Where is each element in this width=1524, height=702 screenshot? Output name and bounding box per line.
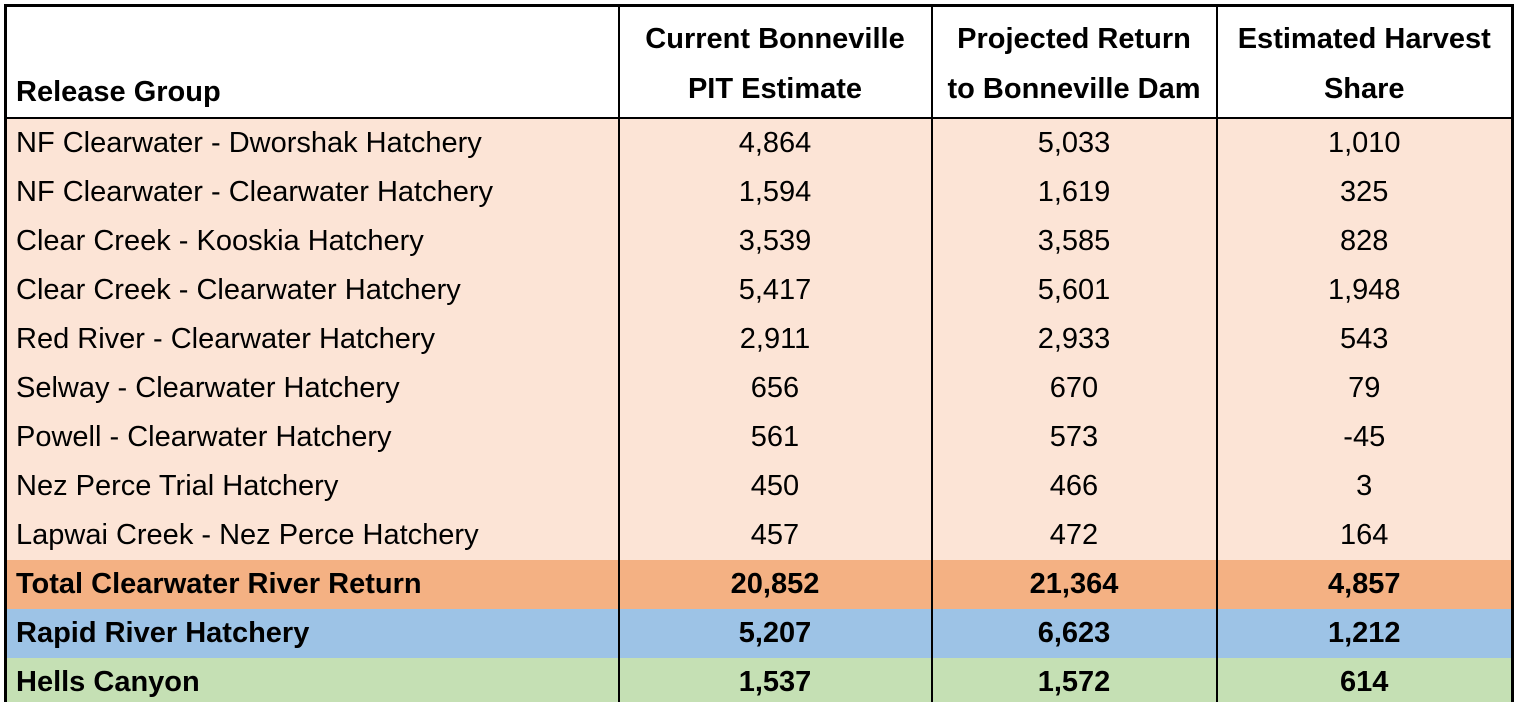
harvest-share-cell: 4,857	[1215, 560, 1513, 609]
projected-return-cell: 472	[930, 511, 1217, 560]
table-header: Release Group Current Bonneville PIT Est…	[5, 5, 1513, 119]
harvest-share-cell: 79	[1215, 364, 1513, 413]
pit-estimate-cell: 3,539	[617, 217, 932, 266]
table-row: Hells Canyon 1,537 1,572 614	[5, 658, 1513, 702]
projected-return-cell: 1,619	[930, 168, 1217, 217]
pit-estimate-cell: 5,207	[617, 609, 932, 658]
pit-estimate-cell: 1,594	[617, 168, 932, 217]
release-group-cell: NF Clearwater - Dworshak Hatchery	[5, 118, 619, 168]
harvest-share-cell: 3	[1215, 462, 1513, 511]
header-row: Release Group Current Bonneville PIT Est…	[5, 5, 1513, 119]
projected-return-cell: 466	[930, 462, 1217, 511]
release-group-cell: Hells Canyon	[5, 658, 619, 702]
pit-estimate-cell: 4,864	[617, 118, 932, 168]
release-group-cell: Powell - Clearwater Hatchery	[5, 413, 619, 462]
pit-estimate-cell: 561	[617, 413, 932, 462]
pit-estimate-cell: 5,417	[617, 266, 932, 315]
table-row: Red River - Clearwater Hatchery 2,911 2,93…	[5, 315, 1513, 364]
header-harvest-line1: Estimated Harvest	[1237, 23, 1491, 55]
table-row: Selway - Clearwater Hatchery 656 670 79	[5, 364, 1513, 413]
hatchery-return-table: Release Group Current Bonneville PIT Est…	[4, 4, 1514, 702]
table-body: NF Clearwater - Dworshak Hatchery 4,864 5,…	[5, 118, 1513, 702]
pit-estimate-cell: 20,852	[617, 560, 932, 609]
release-group-cell: Clear Creek - Kooskia Hatchery	[5, 217, 619, 266]
header-projected-return: Projected Return to Bonneville Dam	[930, 5, 1217, 119]
header-estimated-harvest-share: Estimated Harvest Share	[1215, 5, 1513, 119]
table-row: Powell - Clearwater Hatchery 561 573 -45	[5, 413, 1513, 462]
pit-estimate-cell: 656	[617, 364, 932, 413]
release-group-cell: Clear Creek - Clearwater Hatchery	[5, 266, 619, 315]
table-row: NF Clearwater - Clearwater Hatchery 1,594…	[5, 168, 1513, 217]
harvest-share-cell: 325	[1215, 168, 1513, 217]
projected-return-cell: 21,364	[930, 560, 1217, 609]
projected-return-cell: 1,572	[930, 658, 1217, 702]
table-row: Rapid River Hatchery 5,207 6,623 1,212	[5, 609, 1513, 658]
header-release-group: Release Group	[5, 5, 619, 119]
header-pit-line1: Current Bonneville	[645, 23, 905, 55]
release-group-cell: Rapid River Hatchery	[5, 609, 619, 658]
projected-return-cell: 2,933	[930, 315, 1217, 364]
release-group-cell: Red River - Clearwater Hatchery	[5, 315, 619, 364]
table-row: Nez Perce Trial Hatchery 450 466 3	[5, 462, 1513, 511]
projected-return-cell: 5,033	[930, 118, 1217, 168]
harvest-share-cell: 1,948	[1215, 266, 1513, 315]
table-row: Clear Creek - Clearwater Hatchery 5,417 5,…	[5, 266, 1513, 315]
projected-return-cell: 5,601	[930, 266, 1217, 315]
harvest-share-cell: 1,212	[1215, 609, 1513, 658]
header-pit-line2: PIT Estimate	[687, 73, 863, 105]
pit-estimate-cell: 457	[617, 511, 932, 560]
table-row: Clear Creek - Kooskia Hatchery 3,539 3,585…	[5, 217, 1513, 266]
harvest-share-cell: -45	[1215, 413, 1513, 462]
projected-return-cell: 3,585	[930, 217, 1217, 266]
release-group-cell: Total Clearwater River Return	[5, 560, 619, 609]
header-harvest-line2: Share	[1323, 73, 1405, 105]
release-group-cell: Nez Perce Trial Hatchery	[5, 462, 619, 511]
harvest-share-cell: 828	[1215, 217, 1513, 266]
pit-estimate-cell: 1,537	[617, 658, 932, 702]
table-row: Lapwai Creek - Nez Perce Hatchery 457 472 1…	[5, 511, 1513, 560]
header-release-group-label: Release Group	[16, 76, 221, 108]
harvest-share-cell: 1,010	[1215, 118, 1513, 168]
header-current-bonneville-pit-estimate: Current Bonneville PIT Estimate	[617, 5, 932, 119]
harvest-share-cell: 543	[1215, 315, 1513, 364]
release-group-cell: Lapwai Creek - Nez Perce Hatchery	[5, 511, 619, 560]
pit-estimate-cell: 2,911	[617, 315, 932, 364]
projected-return-cell: 6,623	[930, 609, 1217, 658]
release-group-cell: NF Clearwater - Clearwater Hatchery	[5, 168, 619, 217]
harvest-share-cell: 614	[1215, 658, 1513, 702]
table-row: Total Clearwater River Return 20,852 21,36…	[5, 560, 1513, 609]
release-group-cell: Selway - Clearwater Hatchery	[5, 364, 619, 413]
table-row: NF Clearwater - Dworshak Hatchery 4,864 5,…	[5, 118, 1513, 168]
header-projected-line2: to Bonneville Dam	[947, 73, 1201, 105]
header-projected-line1: Projected Return	[957, 23, 1191, 55]
harvest-share-cell: 164	[1215, 511, 1513, 560]
projected-return-cell: 670	[930, 364, 1217, 413]
pit-estimate-cell: 450	[617, 462, 932, 511]
projected-return-cell: 573	[930, 413, 1217, 462]
